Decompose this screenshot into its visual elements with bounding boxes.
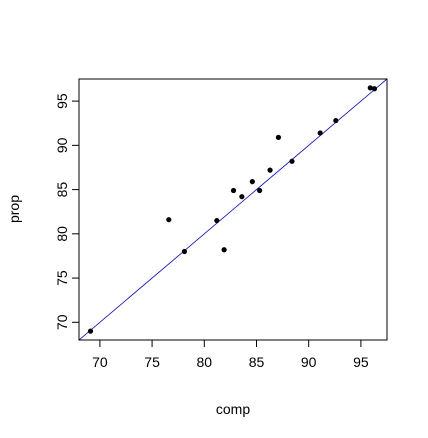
x-axis-label: comp bbox=[216, 401, 250, 417]
plot-layer bbox=[79, 79, 387, 340]
y-tick-label: 95 bbox=[54, 93, 70, 109]
x-tick-label: 70 bbox=[92, 354, 108, 370]
data-point bbox=[230, 187, 237, 194]
x-axis: 70 75 80 85 90 95 bbox=[92, 339, 369, 370]
data-point bbox=[239, 194, 245, 200]
data-point bbox=[367, 85, 373, 91]
data-point bbox=[87, 328, 94, 334]
data-point bbox=[249, 179, 255, 185]
data-point bbox=[221, 247, 227, 253]
y-tick-label: 70 bbox=[54, 314, 70, 330]
data-point bbox=[166, 217, 172, 223]
data-point bbox=[257, 187, 263, 194]
data-point bbox=[275, 134, 282, 140]
y-tick-label: 85 bbox=[54, 182, 70, 198]
y-tick-label: 75 bbox=[54, 270, 70, 286]
x-tick-label: 85 bbox=[249, 354, 265, 370]
y-axis-label: prop bbox=[6, 195, 22, 223]
data-point bbox=[333, 117, 339, 124]
x-tick-label: 80 bbox=[196, 354, 212, 370]
y-axis: 70 75 80 85 90 95 bbox=[54, 93, 80, 330]
data-point bbox=[214, 217, 220, 224]
data-point bbox=[181, 248, 188, 255]
x-tick-label: 95 bbox=[353, 354, 369, 370]
x-tick-label: 75 bbox=[144, 354, 160, 370]
y-tick-label: 80 bbox=[54, 226, 70, 242]
x-tick-label: 90 bbox=[301, 354, 317, 370]
data-point bbox=[267, 167, 273, 173]
data-point bbox=[371, 86, 378, 92]
data-point bbox=[317, 130, 323, 136]
y-tick-label: 90 bbox=[54, 137, 70, 153]
data-point bbox=[289, 158, 295, 164]
